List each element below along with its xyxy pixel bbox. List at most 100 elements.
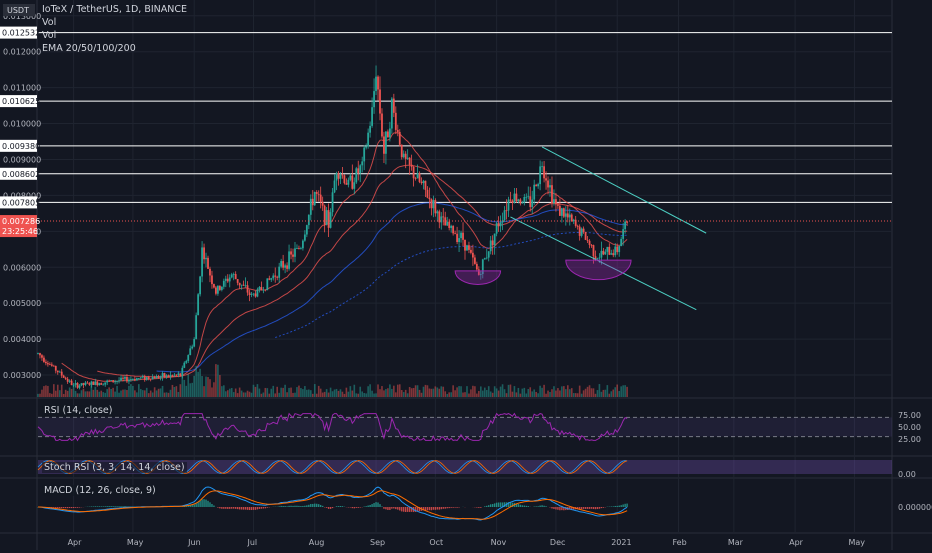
time-axis-label: Jul	[246, 538, 257, 547]
volume-bar	[537, 393, 539, 397]
volume-bar	[47, 386, 49, 397]
candle-body	[604, 252, 606, 255]
volume-bar	[130, 384, 132, 397]
candle-body	[316, 192, 318, 194]
volume-bar	[140, 389, 142, 397]
rsi-label[interactable]: RSI (14, close)	[42, 405, 114, 416]
candle-body	[417, 173, 419, 178]
volume-bar	[183, 380, 185, 397]
macd-histogram-bar	[433, 507, 434, 510]
volume-bar	[67, 391, 69, 397]
volume-bar	[276, 387, 278, 397]
candle-body	[624, 222, 626, 230]
candle-body	[361, 161, 363, 165]
rsi-tick-label: 50.00	[898, 423, 921, 432]
macd-histogram-bar	[476, 507, 477, 508]
volume-bar	[332, 391, 334, 397]
candle-body	[423, 181, 425, 183]
volume-indicator-label[interactable]: Vol	[42, 16, 187, 29]
macd-histogram-bar	[373, 503, 374, 507]
candle-body	[519, 199, 521, 203]
macd-histogram-bar	[340, 506, 341, 507]
volume-bar	[213, 382, 215, 397]
level-label: 0.010625	[2, 97, 40, 106]
candle-body	[213, 284, 215, 287]
price-tick-label: 0.012000	[3, 48, 41, 57]
volume-bar	[421, 393, 423, 397]
candle-body	[559, 206, 561, 216]
level-label: 0.008602	[2, 170, 40, 179]
volume-bar	[525, 393, 527, 397]
macd-histogram-bar	[620, 505, 621, 507]
volume-bar	[304, 386, 306, 397]
volume-bar	[601, 392, 603, 397]
macd-histogram-bar	[589, 507, 590, 509]
volume-bar	[440, 386, 442, 397]
candle-body	[472, 253, 474, 258]
volume-bar	[579, 386, 581, 397]
candle-body	[342, 174, 344, 175]
candle-body	[132, 379, 134, 380]
candle-body	[215, 288, 217, 294]
macd-histogram-bar	[326, 507, 327, 508]
macd-histogram-bar	[431, 507, 432, 510]
macd-histogram-bar	[318, 504, 319, 507]
macd-histogram-bar	[105, 506, 106, 507]
macd-histogram-bar	[387, 507, 388, 510]
candle-body	[397, 130, 399, 132]
candle-body	[411, 165, 413, 167]
macd-histogram-bar	[59, 507, 60, 508]
macd-histogram-bar	[91, 506, 92, 507]
macd-histogram-bar	[57, 507, 58, 508]
volume-bar	[409, 387, 411, 397]
candle-body	[114, 381, 116, 382]
volume-bar	[391, 389, 393, 397]
candle-body	[593, 245, 595, 256]
volume-bar	[59, 390, 61, 397]
volume-bar	[502, 384, 504, 397]
macd-label[interactable]: MACD (12, 26, close, 9)	[42, 485, 158, 496]
volume-bar	[259, 389, 261, 397]
volume-bar	[423, 387, 425, 397]
candle-body	[164, 373, 166, 377]
macd-histogram-bar	[338, 506, 339, 507]
time-axis-label: Mar	[728, 538, 744, 547]
candle-body	[302, 241, 304, 249]
volume-bar	[516, 392, 518, 397]
macd-histogram-bar	[486, 506, 487, 507]
macd-histogram-bar	[555, 507, 556, 509]
volume-bar	[514, 386, 516, 397]
volume-bar	[261, 394, 263, 397]
macd-histogram-bar	[587, 507, 588, 509]
candle-body	[430, 199, 432, 208]
macd-histogram-bar	[203, 499, 204, 507]
candle-body	[239, 283, 241, 285]
symbol-title[interactable]: IoTeX / TetherUS, 1D, BINANCE	[42, 3, 187, 16]
volume-bar	[268, 394, 270, 397]
volume-bar	[355, 393, 357, 397]
candle-body	[276, 277, 278, 278]
volume-bar	[403, 392, 405, 397]
volume-bar	[353, 385, 355, 397]
macd-histogram-bar	[211, 504, 212, 507]
volume-indicator-label-2[interactable]: Vol	[42, 29, 187, 42]
candle-body	[225, 279, 227, 281]
candle-body	[116, 381, 118, 382]
ema-indicator-label[interactable]: EMA 20/50/100/200	[42, 42, 187, 55]
stoch-rsi-label[interactable]: Stoch RSI (3, 3, 14, 14, close)	[42, 462, 187, 473]
macd-histogram-bar	[114, 506, 115, 507]
volume-bar	[616, 385, 618, 397]
macd-histogram-bar	[298, 506, 299, 507]
candle-body	[563, 208, 565, 216]
volume-bar	[122, 390, 124, 397]
macd-histogram-bar	[352, 507, 353, 508]
volume-bar	[488, 386, 490, 397]
candle-body	[174, 375, 176, 376]
volume-bar	[95, 387, 97, 397]
candle-body	[555, 199, 557, 204]
candle-body	[87, 383, 89, 384]
volume-bar	[49, 393, 51, 397]
volume-bar	[85, 391, 87, 397]
volume-bar	[444, 391, 446, 397]
macd-histogram-bar	[543, 506, 544, 507]
